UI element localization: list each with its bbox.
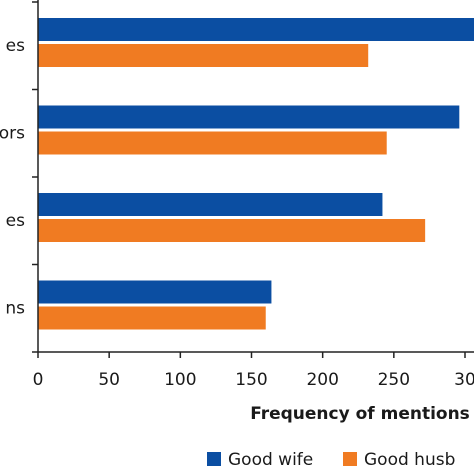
- bar: [38, 131, 387, 155]
- x-tick-label: 100: [164, 370, 196, 390]
- y-tick-label: ors: [0, 123, 25, 143]
- bar: [38, 306, 266, 330]
- bar: [38, 193, 383, 216]
- bar: [38, 18, 474, 41]
- x-tick-label: 0: [33, 370, 44, 390]
- legend-label: Good wife: [228, 450, 313, 470]
- x-tick-label: 250: [378, 370, 410, 390]
- bar: [38, 105, 460, 129]
- y-tick-label: es: [6, 211, 25, 231]
- x-tick-label: 50: [98, 370, 120, 390]
- legend-swatch: [343, 452, 357, 466]
- bar: [38, 44, 369, 67]
- legend-swatch: [207, 452, 221, 466]
- bar: [38, 280, 272, 304]
- x-tick-label: 200: [306, 370, 338, 390]
- legend-label: Good husb: [364, 450, 455, 470]
- x-axis-title: Frequency of mentions: [250, 404, 470, 424]
- x-tick-label: 150: [235, 370, 267, 390]
- x-tick-label: 30: [454, 370, 474, 390]
- y-tick-label: es: [6, 36, 25, 56]
- y-tick-label: ns: [5, 298, 25, 318]
- bar: [38, 219, 426, 242]
